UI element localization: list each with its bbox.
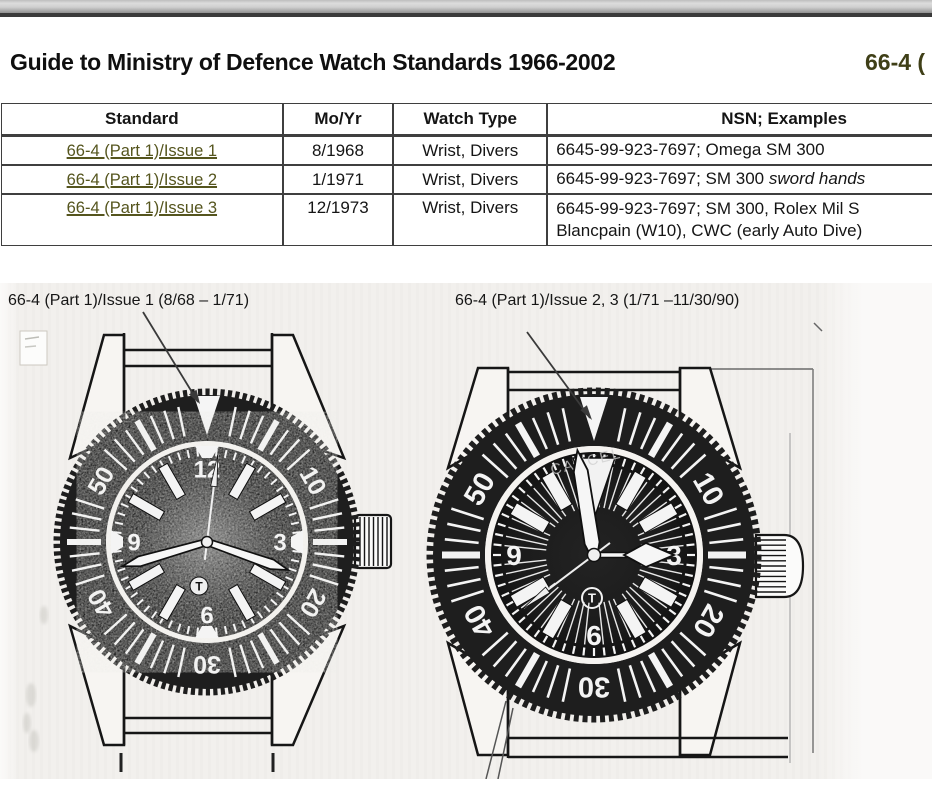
nsn-value: 6645-99-923-7697; SM 300, Rolex Mil S Bla… — [547, 194, 932, 246]
nsn-value: 6645-99-923-7697; SM 300 sword hands — [547, 165, 932, 194]
svg-text:9: 9 — [127, 530, 140, 557]
window-chrome-edge — [0, 0, 932, 17]
col-header-watch-type: Watch Type — [393, 103, 548, 136]
scan-right-edge — [818, 283, 932, 779]
svg-text:T: T — [195, 579, 203, 593]
standards-table: Standard Mo/Yr Watch Type NSN; Examples … — [1, 103, 932, 246]
col-header-nsn: NSN; Examples — [547, 103, 932, 136]
watch-drawings: 102030405012369T1020304050369CANCELT — [19, 311, 823, 779]
scanned-figure-area: 66-4 (Part 1)/Issue 1 (8/68 – 1/71) 66-4… — [0, 283, 932, 779]
svg-text:T: T — [588, 591, 596, 606]
standard-link-issue3[interactable]: 66-4 (Part 1)/Issue 3 — [66, 199, 218, 217]
table-header-row: Standard Mo/Yr Watch Type NSN; Examples — [1, 103, 932, 136]
scan-artifacts — [19, 322, 823, 763]
watch-right-dial: 369CANCELT — [491, 445, 697, 658]
moyr-value: 8/1968 — [282, 136, 394, 165]
col-header-standard: Standard — [1, 103, 283, 136]
leader-line-left — [142, 311, 200, 404]
watch-left-hands — [119, 454, 292, 571]
watch-type-value: Wrist, Divers — [393, 194, 548, 246]
svg-text:9: 9 — [506, 540, 522, 571]
watch-type-value: Wrist, Divers — [393, 165, 548, 194]
table-row: 66-4 (Part 1)/Issue 3 12/1973 Wrist, Div… — [1, 194, 932, 246]
watch-left-t-marking: T — [189, 576, 209, 596]
svg-text:3: 3 — [273, 530, 286, 557]
leader-line-right — [485, 331, 592, 779]
svg-text:6: 6 — [200, 603, 213, 630]
page-reference: 66-4 ( — [865, 49, 926, 75]
table-row: 66-4 (Part 1)/Issue 2 1/1971 Wrist, Dive… — [1, 165, 932, 194]
watch-left-crown-icon — [353, 513, 393, 570]
watch-right-t-marking: T — [581, 587, 603, 609]
standard-link-issue2[interactable]: 66-4 (Part 1)/Issue 2 — [66, 170, 218, 189]
standard-link-issue1[interactable]: 66-4 (Part 1)/Issue 1 — [66, 141, 218, 160]
watch-right-strap — [445, 366, 788, 759]
svg-text:30: 30 — [193, 650, 221, 678]
svg-text:30: 30 — [578, 671, 610, 703]
col-header-moyr: Mo/Yr — [282, 103, 394, 136]
scan-left-edge — [0, 283, 20, 779]
moyr-value: 1/1971 — [282, 165, 394, 194]
watch-type-value: Wrist, Divers — [393, 136, 548, 165]
moyr-value: 12/1973 — [282, 194, 394, 246]
watch-right-hands — [521, 447, 677, 610]
figure-caption-issue23: 66-4 (Part 1)/Issue 2, 3 (1/71 –11/30/90… — [455, 292, 740, 309]
svg-text:6: 6 — [586, 620, 602, 651]
nsn-value: 6645-99-923-7697; Omega SM 300 — [547, 136, 932, 165]
table-row: 66-4 (Part 1)/Issue 1 8/1968 Wrist, Dive… — [1, 136, 932, 165]
watch-right-crown-icon — [754, 533, 805, 599]
page-title: Guide to Ministry of Defence Watch Stand… — [10, 49, 616, 75]
figure-caption-issue1: 66-4 (Part 1)/Issue 1 (8/68 – 1/71) — [8, 292, 250, 309]
